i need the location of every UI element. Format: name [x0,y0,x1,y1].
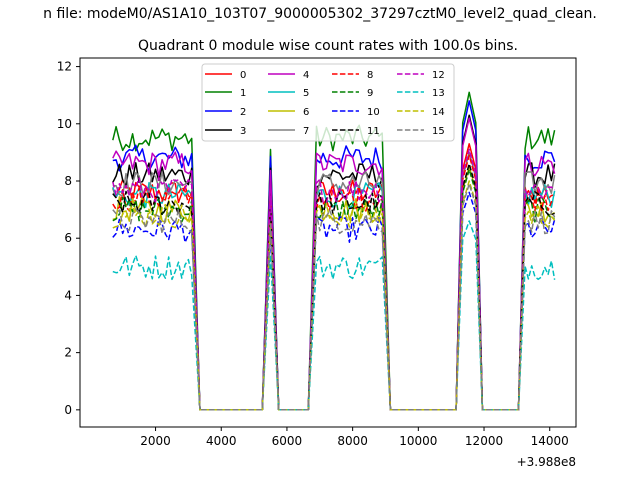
y-tick-label: 4 [64,288,72,302]
legend-label-8: 8 [367,70,373,81]
y-axis: 0 2 4 6 8 10 12 [57,60,80,417]
x-tick-label: 12000 [465,434,503,448]
x-tick-label: 6000 [272,434,303,448]
figure-suptitle: n file: modeM0/AS1A10_103T07_9000005302_… [43,6,597,22]
legend-label-14: 14 [432,107,445,118]
legend-label-5: 5 [303,88,309,99]
y-tick-label: 8 [64,174,72,188]
y-tick-label: 0 [64,403,72,417]
x-tick-label: 8000 [337,434,368,448]
plot-area [112,91,556,411]
legend-label-4: 4 [303,70,309,81]
legend-label-9: 9 [367,88,373,99]
series-line-10 [112,191,556,411]
series-line-12 [112,148,556,411]
series-line-15 [112,183,556,411]
legend-label-2: 2 [240,107,246,118]
legend-label-15: 15 [432,126,445,137]
legend-label-6: 6 [303,107,309,118]
legend-label-0: 0 [240,70,246,81]
axes-frame [79,57,577,428]
legend-box [201,63,455,142]
series-line-14 [112,180,556,411]
x-tick-label: 10000 [399,434,437,448]
x-offset-label: +3.988e8 [517,455,576,469]
y-tick-label: 12 [57,60,72,74]
y-tick-label: 2 [64,346,72,360]
legend-label-3: 3 [240,126,246,137]
x-tick-label: 2000 [140,434,171,448]
chart-title: Quadrant 0 module wise count rates with … [138,38,518,54]
legend-label-13: 13 [432,88,445,99]
y-tick-label: 6 [64,231,72,245]
x-axis: 2000 4000 6000 8000 10000 12000 14000 [140,427,569,448]
legend-label-11: 11 [367,126,380,137]
legend-label-10: 10 [367,107,380,118]
legend-label-12: 12 [432,70,445,81]
legend-label-1: 1 [240,88,246,99]
x-tick-label: 4000 [206,434,237,448]
y-tick-label: 10 [57,117,72,131]
legend-label-7: 7 [303,126,309,137]
x-tick-label: 14000 [531,434,569,448]
